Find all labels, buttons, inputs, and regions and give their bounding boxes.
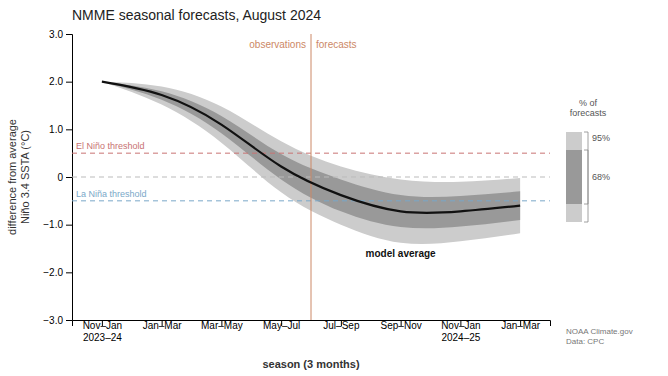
- x-tick-label: Jul–Sep: [323, 320, 360, 331]
- legend-swatch: [566, 150, 582, 204]
- x-tick: Jan–Mar: [501, 320, 541, 331]
- x-tick: Sep–Nov: [381, 320, 422, 331]
- x-tick: Jul–Sep: [323, 320, 360, 331]
- x-tick-label: May–Jul: [263, 320, 300, 331]
- split-label: observations: [249, 39, 306, 50]
- legend-label: 68%: [592, 172, 610, 182]
- y-tick-mark: [66, 177, 72, 178]
- series-label: model average: [366, 248, 436, 259]
- x-tick-label: Sep–Nov: [381, 320, 422, 331]
- x-axis-title: season (3 months): [262, 358, 360, 370]
- plot: −3.0−2.0−1.001.02.03.0Nov–Jan2023–24Jan–…: [43, 29, 550, 343]
- reference-label: El Niño threshold: [76, 141, 145, 151]
- x-tick-label: Jan–Mar: [501, 320, 541, 331]
- y-tick-label: 1.0: [49, 124, 63, 135]
- title: NMME seasonal forecasts, August 2024: [72, 7, 321, 23]
- y-tick-mark: [66, 129, 72, 130]
- split-label: forecasts: [316, 39, 357, 50]
- x-tick: Jan–Mar: [143, 320, 183, 331]
- y-tick-label: −1.0: [43, 219, 63, 230]
- y-tick-mark: [66, 272, 72, 273]
- y-tick: −1.0: [43, 219, 72, 230]
- source-line: NOAA Climate.gov: [566, 327, 633, 336]
- x-tick-label-line: Jul–Sep: [323, 320, 360, 331]
- x-tick: Mar–May: [201, 320, 243, 331]
- legend-label: 95%: [592, 133, 610, 143]
- y-tick: −3.0: [43, 315, 72, 326]
- y-axis-title-line: difference from average: [6, 119, 18, 235]
- x-tick-label: Mar–May: [201, 320, 243, 331]
- x-axis: Nov–Jan2023–24Jan–MarMar–MayMay–JulJul–S…: [73, 320, 551, 343]
- x-tick-label: Jan–Mar: [143, 320, 183, 331]
- source-line: Data: CPC: [566, 337, 604, 346]
- y-tick: 2.0: [49, 76, 72, 87]
- y-tick-label: 3.0: [49, 29, 63, 40]
- source: NOAA Climate.govData: CPC: [566, 327, 633, 346]
- annotations: El Niño threshold La Niña threshold observ…: [76, 39, 436, 259]
- split-line: [311, 34, 312, 320]
- x-tick-label-line: 2023–24: [83, 332, 122, 343]
- legend-bracket: [584, 150, 588, 204]
- x-tick: Nov–Jan2024–25: [441, 320, 481, 343]
- y-tick-label: −2.0: [43, 267, 63, 278]
- legend-title-line: forecasts: [570, 108, 607, 118]
- y-tick-mark: [66, 320, 72, 321]
- y-tick: −2.0: [43, 267, 72, 278]
- y-tick-mark: [66, 34, 72, 35]
- chart: −3.0−2.0−1.001.02.03.0Nov–Jan2023–24Jan–…: [0, 0, 668, 376]
- x-tick-label-line: Mar–May: [201, 320, 243, 331]
- x-tick-label: Nov–Jan2024–25: [441, 320, 481, 343]
- reference-label: La Niña threshold: [76, 189, 147, 199]
- legend-bracket: [584, 132, 588, 222]
- x-tick-label-line: Sep–Nov: [381, 320, 422, 331]
- y-tick-mark: [66, 225, 72, 226]
- x-tick-label: Nov–Jan2023–24: [83, 320, 123, 343]
- y-tick: 1.0: [49, 124, 72, 135]
- marks: [72, 34, 550, 320]
- y-tick-label: 2.0: [49, 76, 63, 87]
- y-axis-title: difference from averageNiño 3.4 SSTA (°C…: [6, 119, 31, 235]
- y-axis-line: [66, 35, 73, 321]
- y-axis: −3.0 −2.0 −1.0 0 1.0 2.0 3.0: [43, 29, 72, 326]
- legend: % offorecasts 95% 68%: [566, 98, 610, 222]
- x-tick-label-line: Jan–Mar: [501, 320, 541, 331]
- y-axis-title-line: Niño 3.4 SSTA (°C): [19, 130, 31, 224]
- y-tick-label: −3.0: [43, 315, 63, 326]
- x-tick-label-line: Nov–Jan: [441, 320, 480, 331]
- y-tick: 0: [57, 172, 72, 183]
- x-tick-label-line: Nov–Jan: [83, 320, 122, 331]
- x-tick-label-line: May–Jul: [263, 320, 300, 331]
- x-tick: Nov–Jan2023–24: [83, 320, 123, 343]
- y-tick-mark: [66, 82, 72, 83]
- legend-title-line: % of: [579, 98, 598, 108]
- x-tick-label-line: Jan–Mar: [143, 320, 183, 331]
- y-tick: 3.0: [49, 29, 72, 40]
- y-tick-label: 0: [57, 172, 63, 183]
- legend-title: % offorecasts: [570, 98, 607, 118]
- series-line: [102, 82, 520, 213]
- x-tick-label-line: 2024–25: [441, 332, 480, 343]
- legend-swatch: [566, 132, 582, 222]
- x-tick: May–Jul: [263, 320, 300, 331]
